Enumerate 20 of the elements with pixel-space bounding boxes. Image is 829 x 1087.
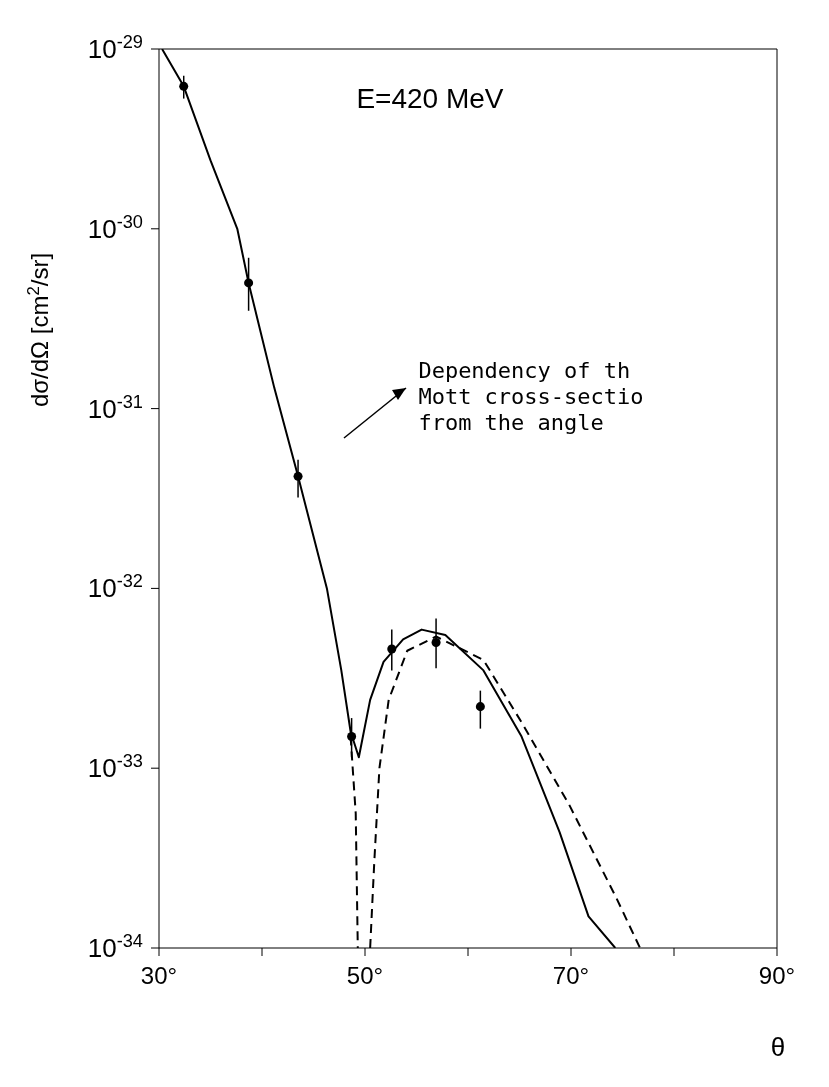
x-tick-label: 70° xyxy=(552,962,590,989)
annotation: Dependency of th Mott cross-sectio from the angle xyxy=(418,358,644,435)
y-tick-label: 10$^{-32}$ xyxy=(87,571,143,604)
point xyxy=(293,471,303,481)
x-axis-title: θ xyxy=(770,1032,786,1062)
point xyxy=(179,81,189,91)
y-tick-label: 10$^{-33}$ xyxy=(87,751,143,784)
point xyxy=(431,638,441,648)
x-tick-label: 90° xyxy=(758,962,796,989)
point xyxy=(475,702,485,712)
point xyxy=(347,732,357,742)
x-tick-label: 50° xyxy=(346,962,384,989)
point xyxy=(244,278,254,288)
y-tick-label: 10$^{-29}$ xyxy=(87,32,143,64)
y-tick-label: 10$^{-34}$ xyxy=(87,931,143,963)
annotation: E=420 MeV xyxy=(356,83,504,114)
point xyxy=(387,644,397,654)
x-tick-label: 30° xyxy=(140,962,178,989)
y-tick-label: 10$^{-30}$ xyxy=(87,211,143,244)
y-tick-label: 10$^{-31}$ xyxy=(87,391,143,424)
